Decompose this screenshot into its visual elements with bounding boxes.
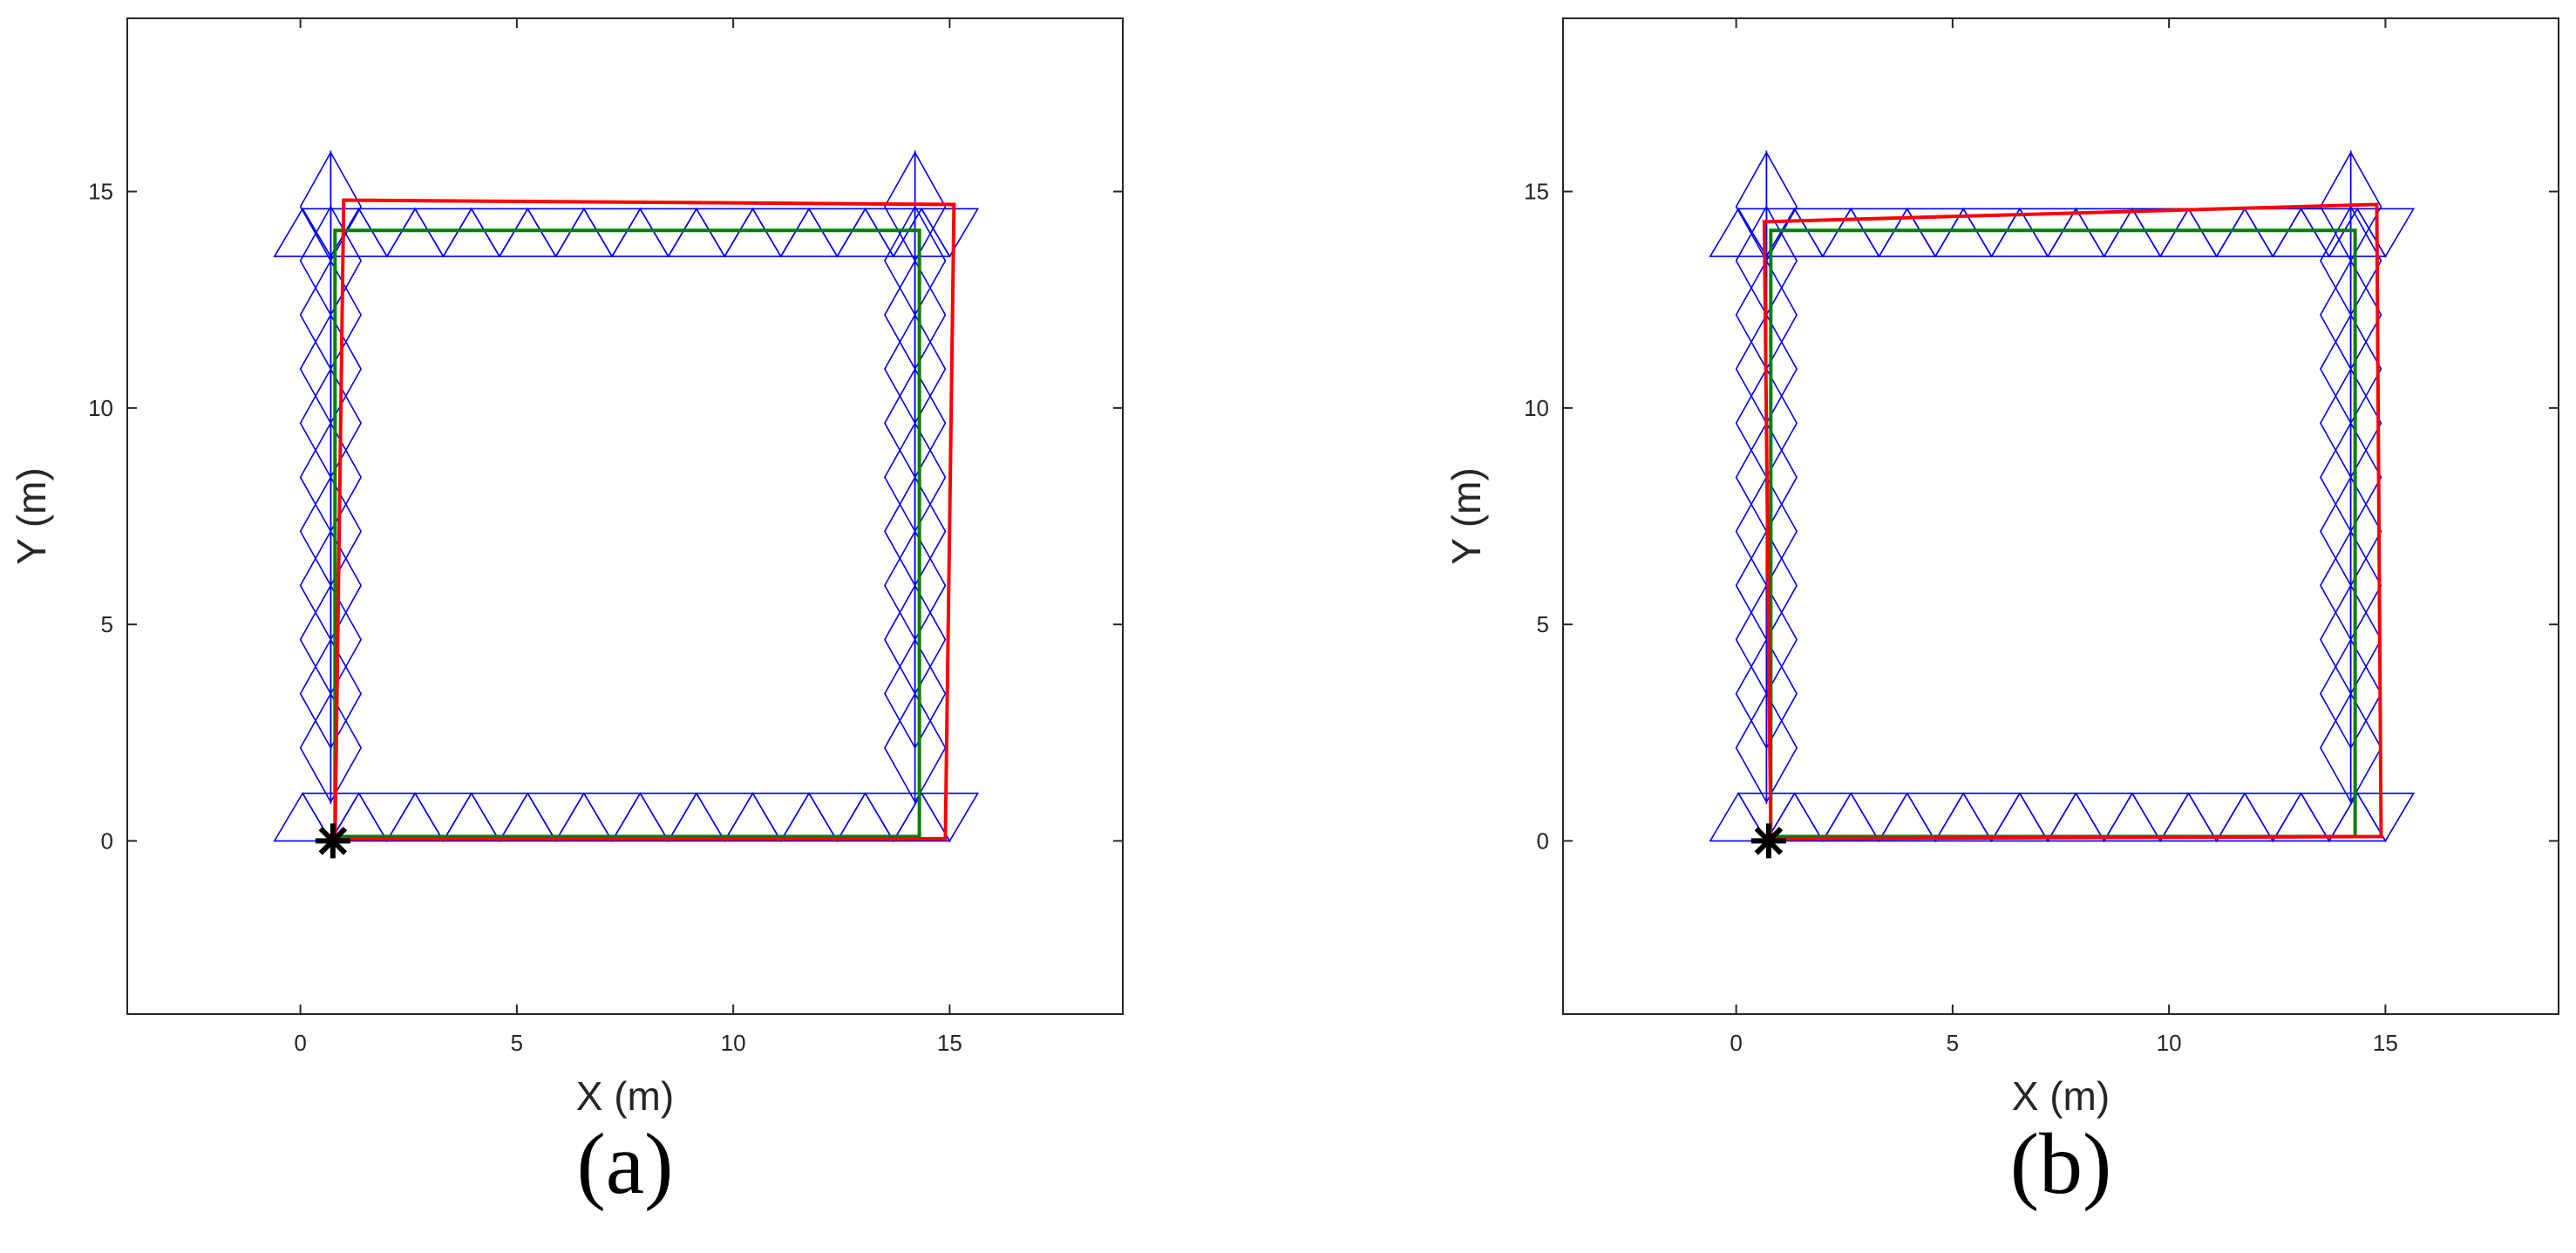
y-axis-label: Y (m) bbox=[1444, 467, 1489, 565]
mesh-triangle bbox=[2355, 792, 2416, 842]
x-tick-label: 15 bbox=[937, 1030, 962, 1056]
x-axis-label: X (m) bbox=[576, 1073, 674, 1119]
mesh-triangle bbox=[330, 149, 363, 264]
mesh bbox=[1709, 149, 2416, 842]
x-tick-label: 5 bbox=[511, 1030, 523, 1056]
axes-box bbox=[126, 17, 1124, 1015]
x-axis-label: X (m) bbox=[2012, 1073, 2110, 1119]
y-tick-label: 15 bbox=[1524, 179, 1549, 205]
panel-label: (b) bbox=[2010, 1115, 2112, 1212]
panel-b: 0 5 10 15 0 5 10 15 X (m) Y (m) (b) bbox=[1444, 17, 2559, 1212]
y-tick-label: 10 bbox=[1524, 395, 1549, 421]
marker-stroke bbox=[318, 827, 348, 855]
y-tick-label: 5 bbox=[101, 611, 113, 637]
x-tick-label: 0 bbox=[294, 1030, 306, 1056]
y-tick-label: 10 bbox=[88, 395, 113, 421]
mesh-triangle bbox=[1765, 149, 1798, 264]
marker-stroke bbox=[1754, 827, 1784, 855]
x-tick-label: 10 bbox=[2157, 1030, 2182, 1056]
y-tick-label: 5 bbox=[1537, 611, 1549, 637]
ground-truth-line bbox=[333, 228, 921, 839]
axes-box bbox=[1562, 17, 2559, 1015]
y-tick-label: 15 bbox=[88, 179, 113, 205]
start-marker bbox=[315, 823, 350, 859]
mesh-triangle bbox=[2355, 208, 2416, 258]
mesh bbox=[273, 149, 980, 842]
x-tick-label: 0 bbox=[1730, 1030, 1742, 1056]
x-tick-label: 15 bbox=[2373, 1030, 2398, 1056]
estimate-line bbox=[333, 198, 956, 841]
y-tick-label: 0 bbox=[101, 827, 113, 854]
x-tick-label: 10 bbox=[721, 1030, 746, 1056]
mesh-triangle bbox=[920, 208, 980, 258]
y-axis-label: Y (m) bbox=[9, 467, 54, 565]
mesh-triangle bbox=[914, 149, 947, 264]
estimate-line bbox=[1762, 202, 2383, 841]
y-tick-label: 0 bbox=[1537, 827, 1549, 854]
x-tick-label: 5 bbox=[1947, 1030, 1959, 1056]
mesh-triangle bbox=[920, 792, 980, 842]
start-marker bbox=[1750, 823, 1786, 859]
panel-a: 0 5 10 15 0 5 10 15 X (m) Y (m) (a) bbox=[9, 17, 1124, 1212]
panel-label: (a) bbox=[577, 1115, 674, 1212]
